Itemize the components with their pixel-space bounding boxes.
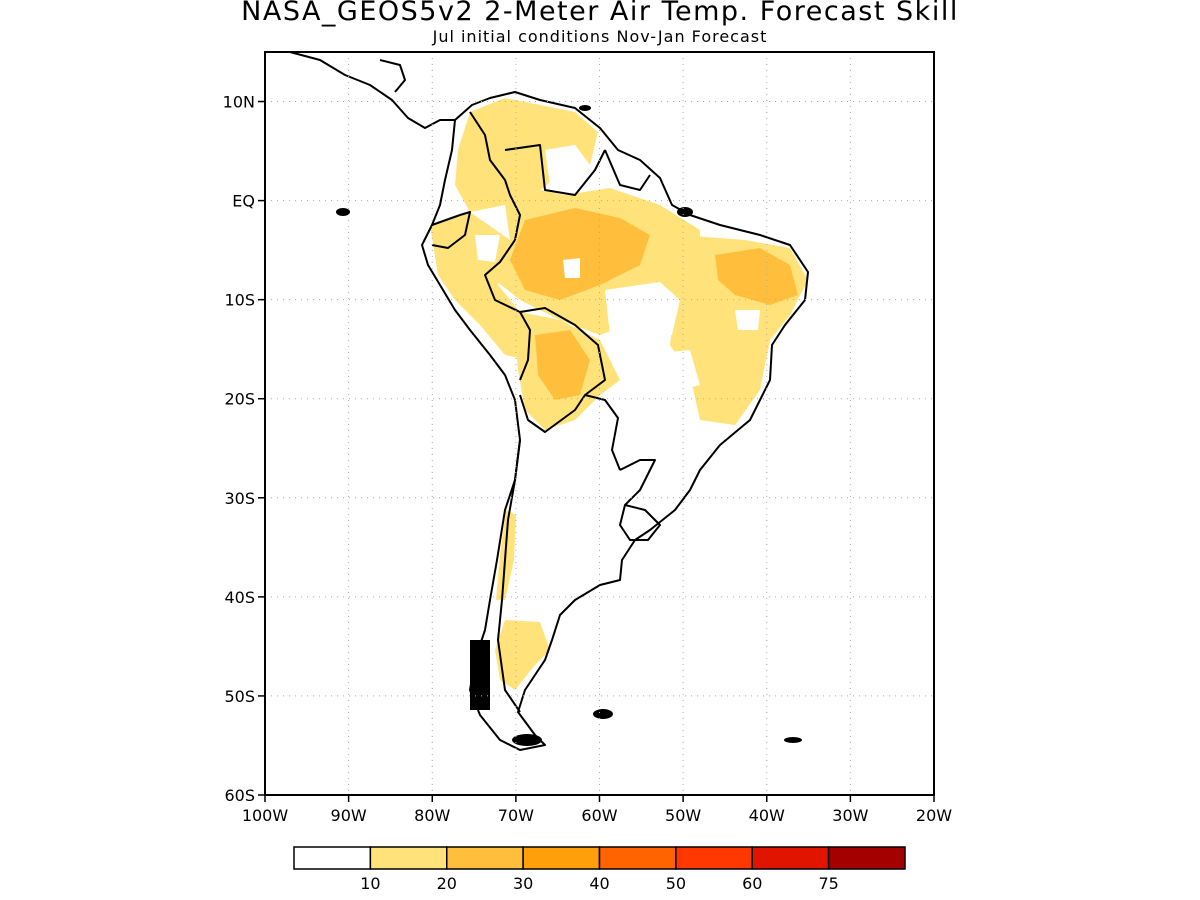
map-frame <box>264 51 935 796</box>
bolivia-border <box>519 307 606 433</box>
lon-label-60w: 60W <box>581 806 617 825</box>
paraguay-border <box>584 394 621 471</box>
trinidad <box>579 105 591 111</box>
colombia-border <box>469 111 521 241</box>
central-america-coast-north <box>379 59 406 93</box>
lat-labels: 10N EQ 10S 20S 30S 40S 50S 60S <box>223 93 255 805</box>
colorbar-label: 20 <box>437 874 457 893</box>
marajo-island <box>677 207 693 217</box>
ecuador-border <box>431 211 471 249</box>
lon-label-80w: 80W <box>414 806 450 825</box>
galapagos-islands <box>336 208 350 216</box>
lat-label-eq: EQ <box>232 192 255 211</box>
map-title: NASA_GEOS5v2 2-Meter Air Temp. Forecast … <box>241 0 959 27</box>
colorbar-box <box>446 846 524 870</box>
region-colombia-venezuela <box>455 98 598 212</box>
colorbar-box <box>369 846 448 870</box>
colorbar-label: 40 <box>589 874 609 893</box>
lat-label-50s: 50S <box>224 687 255 706</box>
lon-label-30w: 30W <box>832 806 868 825</box>
argentina-chile-border <box>497 439 521 713</box>
region-amazon-core <box>510 208 650 300</box>
region-ecuador-peru <box>430 212 530 360</box>
lon-label-70w: 70W <box>498 806 534 825</box>
colorbar-box <box>751 846 830 870</box>
south-georgia <box>784 737 802 743</box>
guianas-border <box>604 149 651 191</box>
colorbar-label: 75 <box>818 874 838 893</box>
central-america-coastline <box>289 52 455 129</box>
region-patagonia <box>495 620 550 690</box>
peru-brazil-border <box>484 239 531 381</box>
lon-label-90w: 90W <box>331 806 367 825</box>
map-subtitle: Jul initial conditions Nov-Jan Forecast <box>432 27 768 46</box>
colorbar: 10 20 30 40 50 60 75 <box>293 846 906 893</box>
skill-fill-layer <box>430 98 808 690</box>
lat-label-10s: 10S <box>224 291 255 310</box>
colorbar-box <box>293 846 372 870</box>
argentina-brazil-border <box>619 459 656 506</box>
lon-labels: 100W 90W 80W 70W 60W 50W 40W 30W 20W <box>242 806 952 825</box>
south-america-coastline <box>421 91 809 751</box>
lat-label-60s: 60S <box>224 786 255 805</box>
map-area <box>265 52 934 795</box>
lat-label-10n: 10N <box>223 93 255 112</box>
colorbar-boxes <box>293 846 906 870</box>
colorbar-box <box>827 846 906 870</box>
no-skill-holes <box>475 145 760 395</box>
lon-label-50w: 50W <box>665 806 701 825</box>
falkland-islands <box>593 709 613 719</box>
colorbar-labels: 10 20 30 40 50 60 75 <box>360 874 839 893</box>
axis-ticks <box>258 100 935 802</box>
colorbar-label: 30 <box>513 874 533 893</box>
colorbar-label: 60 <box>742 874 762 893</box>
uruguay <box>619 504 661 541</box>
venezuela-border <box>504 144 606 196</box>
lat-label-30s: 30S <box>224 489 255 508</box>
gridlines <box>265 52 934 795</box>
colorbar-label: 50 <box>666 874 686 893</box>
colorbar-box <box>598 846 677 870</box>
colorbar-box <box>522 846 601 870</box>
lat-label-20s: 20S <box>224 390 255 409</box>
lon-label-100w: 100W <box>242 806 289 825</box>
lat-label-40s: 40S <box>224 588 255 607</box>
coastlines <box>289 52 809 751</box>
region-ne-brazil-core <box>715 248 798 305</box>
chilean-archipelago <box>470 640 490 710</box>
tierra-del-fuego <box>512 734 542 746</box>
colorbar-label: 10 <box>360 874 380 893</box>
lon-label-20w: 20W <box>916 806 952 825</box>
islands <box>336 105 802 746</box>
lon-label-40w: 40W <box>749 806 785 825</box>
colorbar-box <box>675 846 753 870</box>
region-bolivia-core <box>535 330 590 400</box>
